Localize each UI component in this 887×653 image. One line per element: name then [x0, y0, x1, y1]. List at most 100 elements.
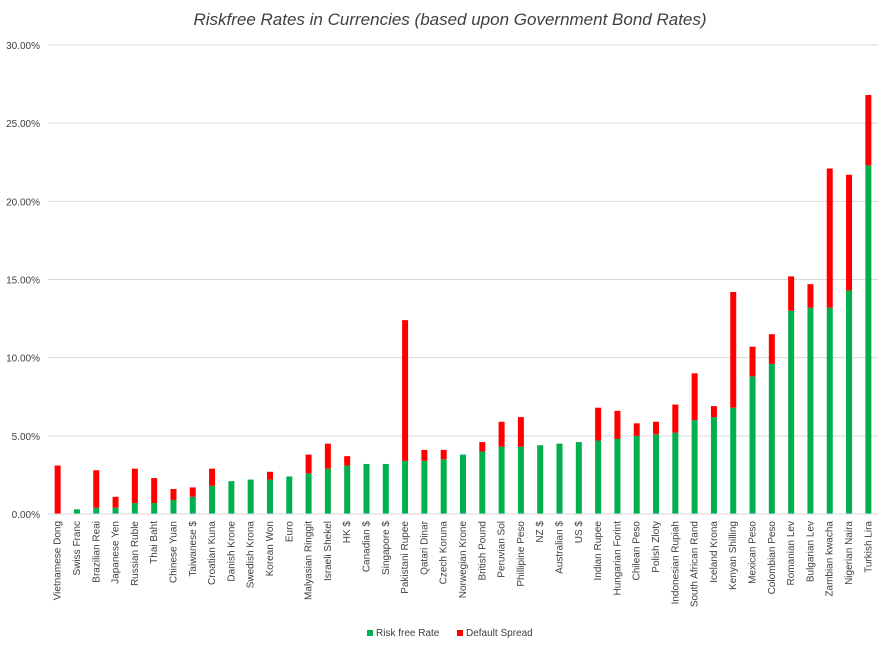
bar-risk-free: [826, 307, 833, 514]
bar-default-spread: [498, 421, 505, 447]
legend-label-risk-free: Risk free Rate: [376, 628, 440, 639]
bar-default-spread: [826, 168, 833, 308]
x-tick-label: Norwegian Krone: [458, 521, 469, 599]
bar-risk-free: [672, 432, 679, 514]
x-tick-label: Danish Krone: [226, 521, 237, 582]
x-tick-label: Thai Baht: [149, 521, 160, 564]
x-tick-label: Canadian $: [361, 521, 372, 573]
bar-risk-free: [633, 435, 640, 514]
y-axis-ticks: 0.00% 5.00% 10.00% 15.00% 20.00% 25.00% 30.00%: [6, 41, 40, 521]
bar-risk-free: [73, 509, 80, 514]
bar-default-spread: [749, 346, 756, 377]
x-tick-label: Romanian Lev: [786, 521, 797, 585]
bar-risk-free: [537, 445, 544, 514]
bar-risk-free: [575, 442, 582, 514]
bar-default-spread: [402, 320, 409, 461]
bar-risk-free: [324, 468, 331, 514]
bar-default-spread: [807, 284, 814, 308]
bar-default-spread: [633, 423, 640, 436]
bar-risk-free: [112, 507, 119, 514]
x-tick-label: Chinese Yuan: [168, 521, 179, 583]
y-tick-label: 20.00%: [6, 197, 40, 208]
bar-default-spread: [517, 417, 524, 447]
x-tick-label: Russian Ruble: [130, 521, 141, 586]
bar-default-spread: [595, 407, 602, 441]
bar-default-spread: [131, 468, 138, 504]
legend-swatch-default-spread: [457, 630, 463, 636]
x-tick-label: Phillipine Peso: [516, 521, 527, 587]
x-tick-label: Vietnamese Dong: [53, 521, 64, 600]
x-tick-label: Hungarian Forint: [612, 521, 623, 596]
x-tick-label: Peruvian Sol: [497, 521, 508, 578]
x-tick-label: Turkish Lira: [863, 521, 874, 573]
x-tick-label: Colombian Peso: [767, 521, 778, 595]
bar-default-spread: [672, 404, 679, 433]
legend-label-default-spread: Default Spread: [466, 628, 533, 639]
x-tick-label: Swedish Krona: [246, 521, 257, 589]
bar-risk-free: [131, 503, 138, 514]
x-tick-label: NZ $: [535, 521, 546, 543]
bar-default-spread: [710, 406, 717, 418]
x-tick-label: Korean Won: [265, 521, 276, 576]
bar-risk-free: [498, 446, 505, 514]
x-tick-label: Czech Koruna: [439, 521, 450, 585]
bar-risk-free: [479, 451, 486, 514]
bar-risk-free: [382, 463, 389, 514]
bar-risk-free: [614, 438, 621, 514]
bar-default-spread: [151, 478, 158, 504]
bar-default-spread: [324, 443, 331, 469]
bar-risk-free: [846, 290, 853, 514]
x-tick-label: Iceland Krona: [709, 521, 720, 583]
bar-risk-free: [189, 496, 196, 514]
bar-default-spread: [266, 471, 273, 480]
bar-default-spread: [421, 449, 428, 461]
x-tick-label: Mexican Peso: [748, 521, 759, 584]
bar-default-spread: [54, 465, 61, 514]
bar-risk-free: [730, 407, 737, 514]
bar-risk-free: [402, 460, 409, 514]
bar-risk-free: [595, 440, 602, 514]
y-tick-label: 0.00%: [12, 510, 40, 521]
x-tick-label: Singapore $: [381, 521, 392, 575]
bar-risk-free: [749, 376, 756, 514]
bar-risk-free: [768, 363, 775, 514]
x-tick-label: Zambian kwacha: [825, 521, 836, 597]
bar-default-spread: [189, 487, 196, 497]
bar-risk-free: [363, 463, 370, 514]
bar-default-spread: [93, 470, 100, 508]
bar-default-spread: [691, 373, 698, 421]
legend-swatch-risk-free: [367, 630, 373, 636]
x-tick-label: Israeli Shekel: [323, 521, 334, 581]
x-tick-label: Indian Rupee: [593, 521, 604, 581]
x-tick-label: Kenyan Shilling: [728, 521, 739, 590]
y-tick-label: 10.00%: [6, 354, 40, 365]
bar-default-spread: [730, 292, 737, 408]
y-tick-label: 25.00%: [6, 119, 40, 130]
x-tick-label: Taiwanese $: [188, 521, 199, 577]
x-tick-label: Swiss Franc: [72, 521, 83, 575]
bar-default-spread: [768, 334, 775, 364]
x-tick-label: Qatari Dinar: [419, 520, 430, 575]
x-tick-label: HK $: [342, 521, 353, 544]
x-tick-label: Croatian Kuna: [207, 521, 218, 585]
y-tick-label: 5.00%: [12, 432, 40, 443]
bar-risk-free: [421, 460, 428, 514]
x-tick-label: Polish Zloty: [651, 521, 662, 573]
bar-default-spread: [305, 454, 312, 474]
bar-risk-free: [151, 503, 158, 514]
bar-default-spread: [112, 496, 119, 508]
bar-risk-free: [344, 465, 351, 514]
x-tick-label: Pakistani Rupee: [400, 521, 411, 594]
bar-default-spread: [846, 174, 853, 291]
bar-default-spread: [440, 449, 447, 460]
bar-risk-free: [865, 165, 872, 515]
x-tick-label: South African Rand: [690, 521, 701, 607]
x-tick-label: British Pound: [477, 521, 488, 580]
x-tick-label: Malyasian Ringgit: [304, 521, 315, 600]
x-tick-label: US $: [574, 521, 585, 544]
x-tick-label: Nigerian Naira: [844, 521, 855, 585]
y-tick-label: 30.00%: [6, 41, 40, 52]
gridlines: [48, 44, 878, 437]
